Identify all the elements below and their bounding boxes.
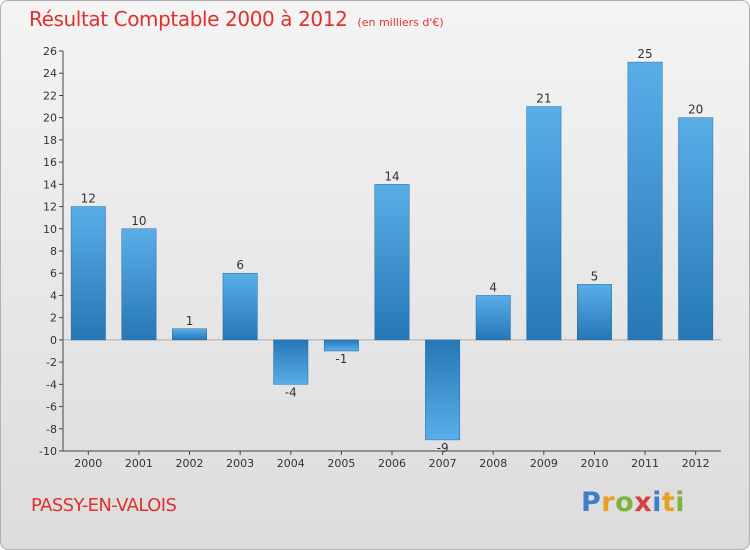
y-tick-label: 18 xyxy=(43,134,57,147)
y-tick-label: 24 xyxy=(43,67,57,80)
logo-letter: o xyxy=(615,487,635,518)
y-tick-label: 12 xyxy=(43,201,57,214)
y-tick-label: 26 xyxy=(43,45,57,58)
y-tick-label: 10 xyxy=(43,223,57,236)
y-tick-label: 4 xyxy=(50,289,57,302)
y-tick-label: -8 xyxy=(46,423,57,436)
x-tick-label: 2010 xyxy=(580,457,608,470)
x-tick-label: 2000 xyxy=(74,457,102,470)
logo-letter: i xyxy=(675,487,686,518)
bar xyxy=(273,339,309,385)
bar xyxy=(526,106,562,341)
data-label: 5 xyxy=(591,269,599,283)
bar xyxy=(577,284,612,341)
data-label: 6 xyxy=(236,258,244,272)
y-tick-label: 20 xyxy=(43,112,57,125)
y-tick-label: -6 xyxy=(46,401,57,414)
bar xyxy=(475,295,511,341)
location-name: PASSY-EN-VALOIS xyxy=(31,495,177,516)
chart-data-labels: 12 10 1 6 -4 -1 14 -9 4 21 5 25 20 xyxy=(81,47,704,455)
y-tick-label: 14 xyxy=(43,178,57,191)
bar xyxy=(172,328,207,341)
data-label: 14 xyxy=(384,169,399,183)
data-label: -9 xyxy=(437,441,449,455)
data-label: -1 xyxy=(335,352,347,366)
x-tick-label: 2003 xyxy=(226,457,254,470)
y-tick-label: 22 xyxy=(43,89,57,102)
x-tick-label: 2005 xyxy=(327,457,355,470)
bar xyxy=(121,228,157,341)
proxiti-logo: Proxiti xyxy=(581,487,685,518)
x-tick-label: 2001 xyxy=(125,457,153,470)
data-label: 25 xyxy=(637,47,652,61)
x-tick-label: 2008 xyxy=(479,457,507,470)
y-tick-label: 6 xyxy=(50,267,57,280)
y-tick-label: -10 xyxy=(39,445,57,458)
data-label: 4 xyxy=(489,280,497,294)
chart-title: Résultat Comptable 2000 à 2012 (en millie… xyxy=(29,7,444,31)
logo-letter: P xyxy=(581,487,602,518)
x-tick-label: 2002 xyxy=(176,457,204,470)
data-label: 10 xyxy=(131,214,146,228)
data-label: 20 xyxy=(688,103,703,117)
bar xyxy=(374,184,410,341)
bar xyxy=(323,339,359,352)
x-tick-label: 2011 xyxy=(631,457,659,470)
bar xyxy=(70,206,106,341)
y-tick-label: 0 xyxy=(50,334,57,347)
chart-title-text: Résultat Comptable 2000 à 2012 xyxy=(29,7,348,31)
y-tick-label: 2 xyxy=(50,312,57,325)
logo-letter: x xyxy=(634,487,653,518)
y-tick-label: -4 xyxy=(46,378,57,391)
chart-bars xyxy=(70,61,714,441)
bar xyxy=(627,61,663,341)
bar xyxy=(425,339,461,441)
logo-letter: i xyxy=(652,487,662,518)
chart-subtitle: (en milliers d'€) xyxy=(357,16,444,29)
logo-letter: r xyxy=(601,487,616,518)
logo-letter: t xyxy=(661,487,676,518)
x-tick-label: 2004 xyxy=(277,457,305,470)
x-tick-label: 2012 xyxy=(682,457,710,470)
bar xyxy=(222,272,258,341)
data-label: 12 xyxy=(81,192,96,206)
x-tick-label: 2007 xyxy=(429,457,457,470)
bar xyxy=(678,117,714,341)
x-tick-label: 2006 xyxy=(378,457,406,470)
x-tick-label: 2009 xyxy=(530,457,558,470)
data-label: 1 xyxy=(186,314,194,328)
data-label: 21 xyxy=(536,92,551,106)
y-tick-label: 16 xyxy=(43,156,57,169)
data-label: -4 xyxy=(285,385,297,399)
y-tick-label: 8 xyxy=(50,245,57,258)
y-tick-label: -2 xyxy=(46,356,57,369)
